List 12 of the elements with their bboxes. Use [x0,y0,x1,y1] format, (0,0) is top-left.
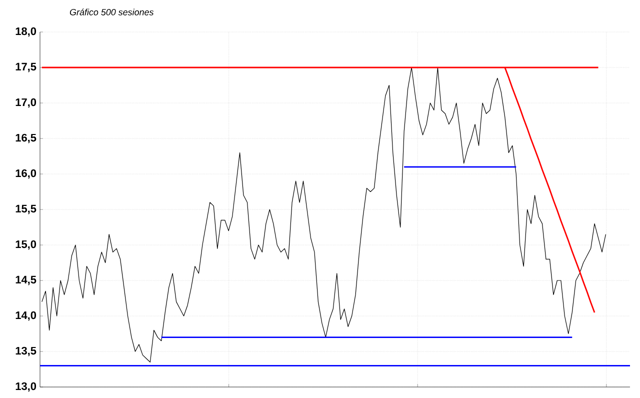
y-tick-label: 14,5 [16,276,36,286]
y-tick-label: 16,5 [16,134,36,144]
y-tick-label: 17,5 [16,62,36,72]
y-tick-label: 17,0 [16,98,36,108]
y-tick-label: 13,5 [16,346,36,356]
chart-subtitle: Gráfico 500 sesiones [70,8,154,16]
y-tick-label: 15,0 [16,240,36,250]
y-tick-label: 15,5 [16,204,36,214]
y-tick-label: 13,0 [16,382,36,392]
y-tick-label: 14,0 [16,311,36,321]
y-tick-label: 16,0 [16,169,36,179]
y-tick-label: 18,0 [16,27,36,37]
